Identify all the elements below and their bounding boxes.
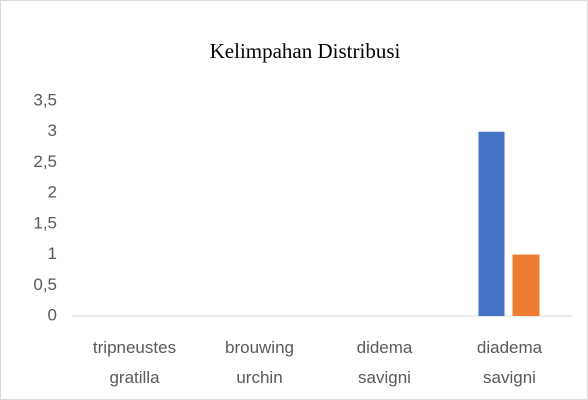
- bar: [478, 131, 505, 316]
- bar: [512, 254, 540, 316]
- x-tick-label: brouwing urchin: [225, 338, 294, 387]
- y-tick-label: 2,5: [33, 152, 57, 171]
- y-tick-label: 0: [48, 305, 57, 324]
- x-tick-label: diadema savigni: [476, 338, 543, 387]
- x-tick-label: didema savigni: [356, 338, 413, 387]
- y-tick-label: 0,5: [33, 275, 57, 294]
- x-tick-label: tripneustes gratilla: [92, 338, 177, 387]
- y-tick-label: 3,5: [33, 90, 57, 109]
- y-tick-label: 2: [48, 183, 57, 202]
- y-tick-label: 1: [48, 244, 57, 263]
- chart-title: Kelimpahan Distribusi: [210, 39, 401, 63]
- y-tick-label: 3: [48, 121, 57, 140]
- y-tick-label: 1,5: [33, 213, 57, 232]
